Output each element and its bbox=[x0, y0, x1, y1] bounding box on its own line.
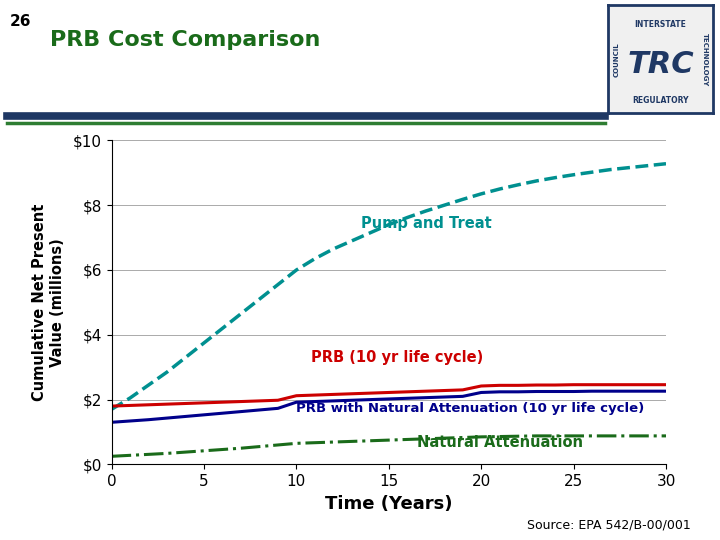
Text: PRB with Natural Attenuation (10 yr life cycle): PRB with Natural Attenuation (10 yr life… bbox=[297, 402, 644, 415]
Text: Pump and Treat: Pump and Treat bbox=[361, 216, 492, 231]
Text: PRB (10 yr life cycle): PRB (10 yr life cycle) bbox=[311, 350, 483, 366]
Text: TRC: TRC bbox=[627, 50, 694, 79]
Text: PRB Cost Comparison: PRB Cost Comparison bbox=[50, 30, 321, 50]
Text: COUNCIL: COUNCIL bbox=[613, 42, 620, 77]
X-axis label: Time (Years): Time (Years) bbox=[325, 495, 453, 512]
Text: TECHNOLOGY: TECHNOLOGY bbox=[701, 33, 708, 86]
Text: REGULATORY: REGULATORY bbox=[632, 96, 689, 105]
Text: INTERSTATE: INTERSTATE bbox=[634, 21, 687, 29]
Text: Source: EPA 542/B-00/001: Source: EPA 542/B-00/001 bbox=[528, 519, 691, 532]
Text: 26: 26 bbox=[9, 14, 31, 29]
Y-axis label: Cumulative Net Present
Value (millions): Cumulative Net Present Value (millions) bbox=[32, 204, 65, 401]
Text: Natural Attenuation: Natural Attenuation bbox=[416, 435, 582, 450]
